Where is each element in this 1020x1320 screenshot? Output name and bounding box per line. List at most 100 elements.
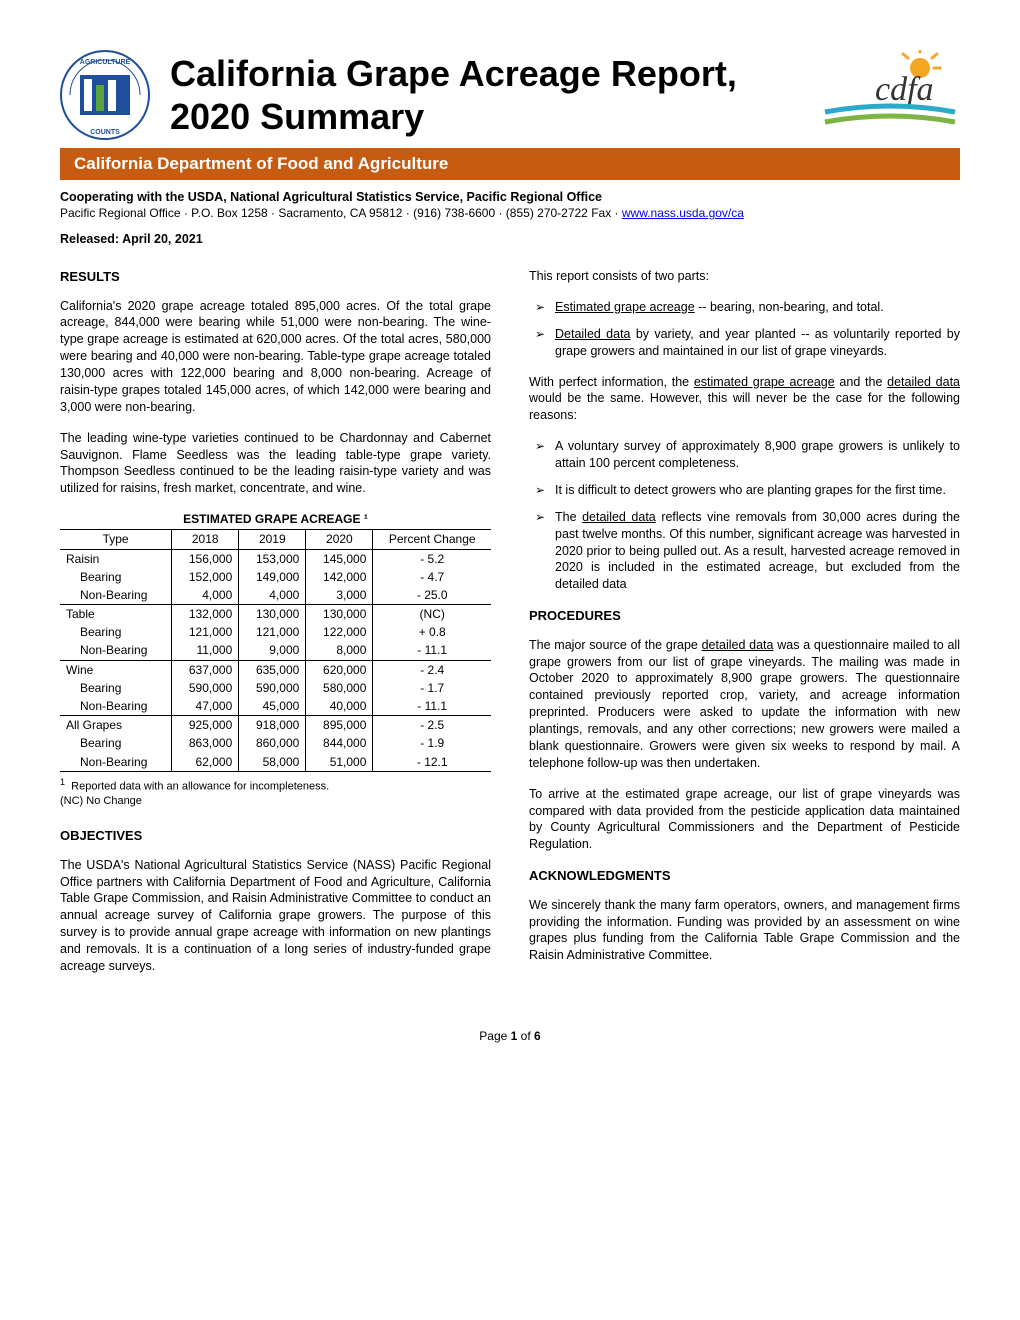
th-2019: 2019 [239, 530, 306, 549]
mid-pre: With perfect information, the [529, 375, 694, 389]
svg-text:AGRICULTURE: AGRICULTURE [80, 59, 131, 66]
cell-value: - 5.2 [373, 549, 491, 568]
table-row: Bearing863,000860,000844,000- 1.9 [60, 734, 491, 752]
list-item: Detailed data by variety, and year plant… [529, 326, 960, 360]
cell-type: Bearing [60, 679, 172, 697]
cell-value: 142,000 [306, 568, 373, 586]
cell-value: 620,000 [306, 660, 373, 679]
cell-value: 860,000 [239, 734, 306, 752]
reasons-list: A voluntary survey of approximately 8,90… [529, 438, 960, 593]
page-footer: Page 1 of 6 [60, 1029, 960, 1043]
cell-value: 40,000 [306, 697, 373, 716]
cell-value: - 2.5 [373, 716, 491, 735]
ack-p: We sincerely thank the many farm operato… [529, 897, 960, 965]
cell-value: 925,000 [172, 716, 239, 735]
footnote-1-text: Reported data with an allowance for inco… [71, 780, 329, 792]
th-pct: Percent Change [373, 530, 491, 549]
cell-type: Table [60, 605, 172, 624]
cell-value: 58,000 [239, 753, 306, 772]
header-row: AGRICULTURE COUNTS California Grape Acre… [60, 50, 960, 140]
title-block: California Grape Acreage Report, 2020 Su… [170, 52, 800, 138]
usda-nass-logo: AGRICULTURE COUNTS [60, 50, 150, 140]
table-row: Raisin156,000153,000145,000- 5.2 [60, 549, 491, 568]
cell-value: 62,000 [172, 753, 239, 772]
cell-value: - 25.0 [373, 586, 491, 605]
cell-value: - 4.7 [373, 568, 491, 586]
department-bar: California Department of Food and Agricu… [60, 148, 960, 180]
table-row: Bearing121,000121,000122,000+ 0.8 [60, 623, 491, 641]
footnote-nc: (NC) No Change [60, 794, 491, 809]
cell-type: All Grapes [60, 716, 172, 735]
cooperating-line: Cooperating with the USDA, National Agri… [60, 190, 960, 204]
report-title: California Grape Acreage Report, 2020 Su… [170, 52, 800, 138]
table-title: ESTIMATED GRAPE ACREAGE ¹ [60, 511, 491, 527]
cell-value: - 2.4 [373, 660, 491, 679]
cell-value: 9,000 [239, 641, 306, 660]
table-row: Non-Bearing62,00058,00051,000- 12.1 [60, 753, 491, 772]
list-item: The detailed data reflects vine removals… [529, 509, 960, 593]
footer-pre: Page [479, 1029, 510, 1043]
cell-value: 11,000 [172, 641, 239, 660]
nass-link[interactable]: www.nass.usda.gov/ca [622, 206, 744, 220]
objectives-p: The USDA's National Agricultural Statist… [60, 857, 491, 975]
cell-value: - 1.7 [373, 679, 491, 697]
mid-mid: and the [835, 375, 887, 389]
address-line: Pacific Regional Office · P.O. Box 1258 … [60, 206, 960, 220]
proc-p1: The major source of the grape detailed d… [529, 637, 960, 772]
proc-p1-pre: The major source of the grape [529, 638, 702, 652]
table-row: Wine637,000635,000620,000- 2.4 [60, 660, 491, 679]
cell-value: 637,000 [172, 660, 239, 679]
results-p1: California's 2020 grape acreage totaled … [60, 298, 491, 416]
two-column-body: RESULTS California's 2020 grape acreage … [60, 268, 960, 989]
list-item: It is difficult to detect growers who ar… [529, 482, 960, 499]
table-row: Non-Bearing4,0004,0003,000- 25.0 [60, 586, 491, 605]
cell-value: 145,000 [306, 549, 373, 568]
cell-value: 121,000 [239, 623, 306, 641]
table-row: Table132,000130,000130,000(NC) [60, 605, 491, 624]
table-header-row: Type 2018 2019 2020 Percent Change [60, 530, 491, 549]
cell-value: 635,000 [239, 660, 306, 679]
footer-total: 6 [534, 1029, 541, 1043]
cell-value: - 12.1 [373, 753, 491, 772]
table-row: Bearing590,000590,000580,000- 1.7 [60, 679, 491, 697]
intro-line: This report consists of two parts: [529, 268, 960, 285]
mid-para: With perfect information, the estimated … [529, 374, 960, 425]
th-type: Type [60, 530, 172, 549]
cell-value: 4,000 [239, 586, 306, 605]
cell-value: 121,000 [172, 623, 239, 641]
cell-value: 47,000 [172, 697, 239, 716]
cell-type: Bearing [60, 623, 172, 641]
cell-value: 863,000 [172, 734, 239, 752]
cdfa-logo: cdfa [820, 50, 960, 140]
results-heading: RESULTS [60, 268, 491, 286]
mid-u2: detailed data [887, 375, 960, 389]
cell-type: Bearing [60, 568, 172, 586]
cell-value: 153,000 [239, 549, 306, 568]
cell-value: 130,000 [239, 605, 306, 624]
cell-value: 580,000 [306, 679, 373, 697]
svg-text:COUNTS: COUNTS [90, 129, 120, 136]
cell-type: Non-Bearing [60, 586, 172, 605]
cell-value: + 0.8 [373, 623, 491, 641]
cell-value: (NC) [373, 605, 491, 624]
proc-p1-u: detailed data [702, 638, 774, 652]
objectives-heading: OBJECTIVES [60, 827, 491, 845]
cell-value: 122,000 [306, 623, 373, 641]
address-text: Pacific Regional Office · P.O. Box 1258 … [60, 206, 622, 220]
left-column: RESULTS California's 2020 grape acreage … [60, 268, 491, 989]
cell-value: 895,000 [306, 716, 373, 735]
th-2018: 2018 [172, 530, 239, 549]
cell-value: - 11.1 [373, 641, 491, 660]
right-column: This report consists of two parts: Estim… [529, 268, 960, 989]
proc-p2: To arrive at the estimated grape acreage… [529, 786, 960, 854]
table-row: Non-Bearing47,00045,00040,000- 11.1 [60, 697, 491, 716]
released-date: Released: April 20, 2021 [60, 232, 960, 246]
parts-list: Estimated grape acreage -- bearing, non-… [529, 299, 960, 360]
table-row: Bearing152,000149,000142,000- 4.7 [60, 568, 491, 586]
cell-value: 132,000 [172, 605, 239, 624]
cell-value: 156,000 [172, 549, 239, 568]
results-p2: The leading wine-type varieties continue… [60, 430, 491, 498]
cell-value: 152,000 [172, 568, 239, 586]
mid-post: would be the same. However, this will ne… [529, 391, 960, 422]
cell-value: - 11.1 [373, 697, 491, 716]
